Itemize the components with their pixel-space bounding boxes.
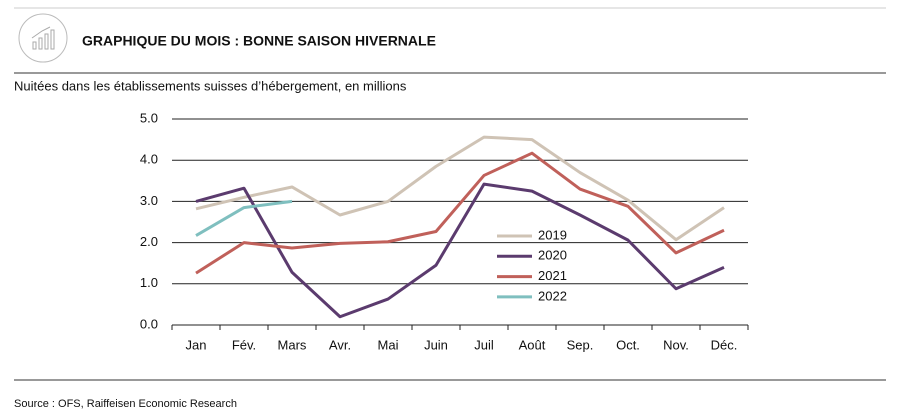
x-tick-label: Oct. [616,337,640,352]
x-tick-label: Juin [424,337,448,352]
x-tick-label: Nov. [663,337,689,352]
x-tick-label: Août [519,337,546,352]
x-tick-label: Déc. [711,337,738,352]
x-tick-label: Fév. [232,337,256,352]
x-tick-label: Sep. [567,337,594,352]
y-tick-label: 2.0 [140,234,158,249]
x-tick-label: Juil [474,337,494,352]
series-line [195,182,725,319]
source: Source : OFS, Raiffeisen Economic Resear… [14,398,237,410]
legend-label: 2019 [538,227,567,242]
legend-label: 2021 [538,268,567,283]
y-tick-label: 5.0 [140,110,158,125]
y-tick-label: 1.0 [140,275,158,290]
series-line [195,135,725,242]
x-tick-label: Avr. [329,337,351,352]
series-line [195,151,725,275]
legend-label: 2020 [538,248,567,263]
legend-label: 2022 [538,288,567,303]
icon-circle [18,13,68,63]
x-tick-label: Jan [186,337,207,352]
y-tick-label: 4.0 [140,152,158,167]
chart-title: GRAPHIQUE DU MOIS : BONNE SAISON HIVERNA… [82,33,436,49]
icon [31,26,55,50]
x-tick-label: Mars [278,337,307,352]
series-line [195,199,293,237]
x-tick-label: Mai [378,337,399,352]
subtitle: Nuitées dans les établissements suisses … [14,78,407,93]
y-tick-label: 3.0 [140,193,158,208]
y-tick-label: 0.0 [140,316,158,331]
